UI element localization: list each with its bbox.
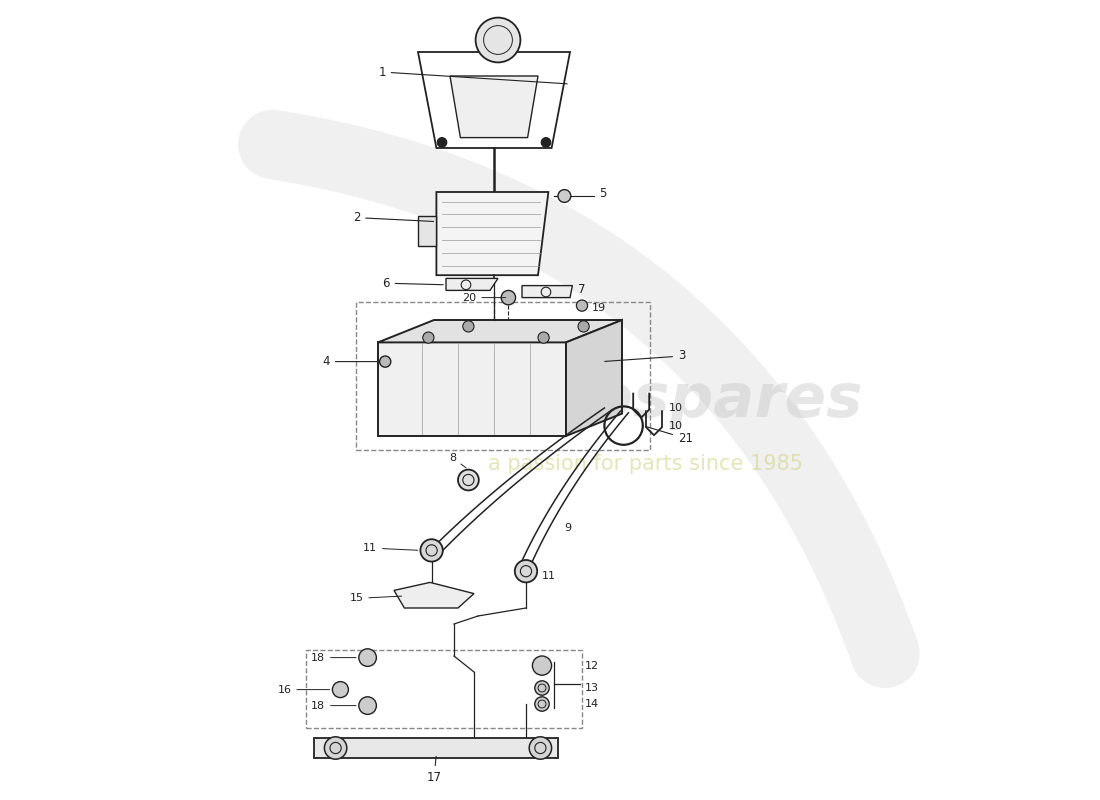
Circle shape (535, 697, 549, 711)
Circle shape (475, 18, 520, 62)
Text: a passion for parts since 1985: a passion for parts since 1985 (488, 454, 803, 474)
Text: 8: 8 (449, 453, 466, 468)
Polygon shape (522, 286, 572, 298)
Circle shape (379, 356, 390, 367)
Circle shape (529, 737, 551, 759)
Circle shape (458, 470, 478, 490)
Text: 20: 20 (462, 293, 506, 302)
Text: 3: 3 (605, 350, 685, 362)
Text: 15: 15 (350, 594, 402, 603)
Polygon shape (394, 582, 474, 608)
Circle shape (437, 138, 447, 147)
Text: 19: 19 (592, 303, 606, 313)
Circle shape (578, 321, 590, 332)
Text: 17: 17 (427, 756, 441, 784)
Circle shape (541, 138, 551, 147)
Polygon shape (566, 320, 621, 436)
Circle shape (532, 656, 551, 675)
Circle shape (420, 539, 443, 562)
Text: 7: 7 (578, 283, 585, 296)
Circle shape (359, 697, 376, 714)
Text: 10: 10 (669, 421, 682, 430)
Polygon shape (437, 192, 549, 275)
Text: 4: 4 (322, 355, 377, 368)
Text: 1: 1 (378, 66, 568, 84)
Polygon shape (378, 320, 622, 342)
Polygon shape (378, 342, 566, 436)
Text: 11: 11 (363, 543, 418, 553)
Text: 18: 18 (311, 653, 356, 662)
Text: 12: 12 (585, 661, 600, 670)
FancyArrowPatch shape (273, 145, 886, 654)
Text: 13: 13 (585, 683, 600, 693)
Text: 14: 14 (585, 699, 600, 709)
Polygon shape (314, 738, 558, 758)
Text: 10: 10 (669, 403, 682, 413)
Polygon shape (446, 278, 498, 290)
Circle shape (576, 300, 587, 311)
Circle shape (515, 560, 537, 582)
Text: 2: 2 (353, 211, 433, 224)
Polygon shape (418, 216, 437, 246)
Text: 5: 5 (600, 187, 607, 200)
Text: 21: 21 (646, 426, 693, 445)
Circle shape (422, 332, 435, 343)
Circle shape (359, 649, 376, 666)
Text: 18: 18 (311, 701, 356, 710)
Text: 16: 16 (277, 685, 330, 694)
Text: 11: 11 (542, 571, 556, 581)
Circle shape (324, 737, 346, 759)
Circle shape (538, 332, 549, 343)
Circle shape (535, 681, 549, 695)
Text: 6: 6 (383, 277, 443, 290)
Circle shape (332, 682, 349, 698)
Circle shape (502, 290, 516, 305)
Text: eurospares: eurospares (476, 370, 864, 430)
Circle shape (558, 190, 571, 202)
Circle shape (463, 321, 474, 332)
Polygon shape (450, 76, 538, 138)
Text: 9: 9 (564, 523, 572, 533)
